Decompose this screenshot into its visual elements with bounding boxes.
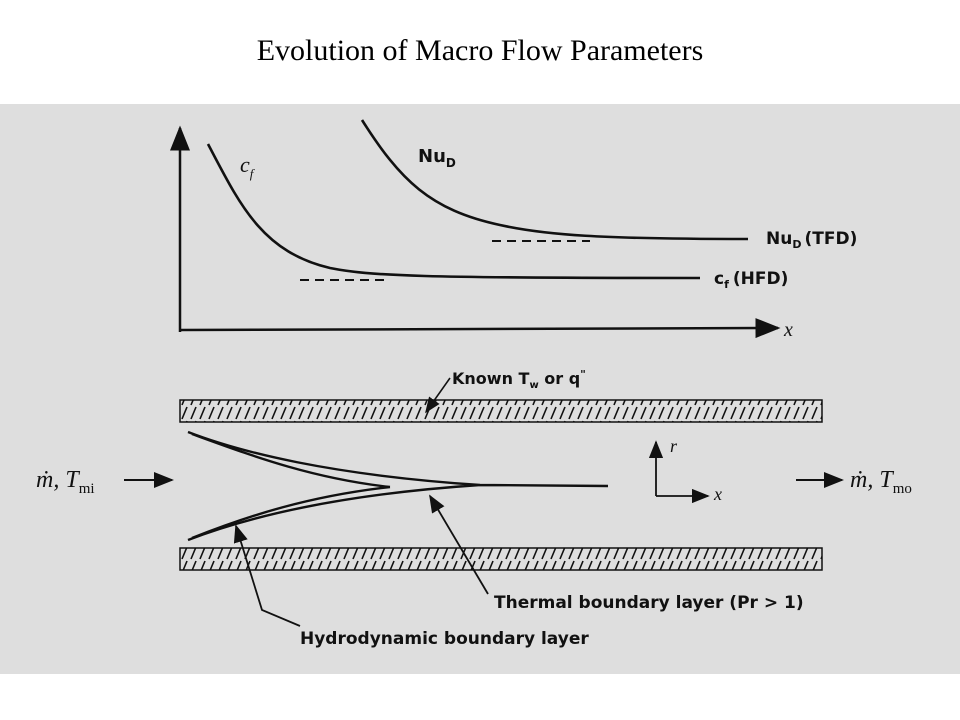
hydrodynamic-boundary-layer (191, 432, 391, 540)
nu-tfd-label: NuD (TFD) (766, 229, 857, 251)
top-wall (179, 399, 823, 423)
coordinate-axes: r x (648, 436, 722, 504)
evolution-plot: x cf NuD NuD (TFD) cf (HFD) (170, 119, 857, 341)
nu-curve (360, 119, 749, 241)
thermal-leader (429, 494, 489, 595)
cf-hfd-label: cf (HFD) (714, 269, 788, 291)
bottom-wall (179, 547, 823, 571)
wall-condition-label: Known Tw or q" (452, 368, 586, 391)
x-axis (179, 318, 781, 339)
outlet-label: ṁ, Tmo (850, 467, 912, 497)
hydro-layer-label: Hydrodynamic boundary layer (300, 629, 589, 649)
inlet-label: ṁ, Tmi (36, 467, 95, 497)
page-title: Evolution of Macro Flow Parameters (256, 34, 704, 67)
x-axis-label: x (783, 319, 793, 341)
cf-curve (206, 143, 701, 280)
thermal-boundary-layer (187, 430, 609, 542)
thermal-layer-label: Thermal boundary layer (Pr > 1) (494, 593, 804, 613)
channel-diagram: Known Tw or q" ṁ, Tmi ṁ, Tmo r x Thermal… (36, 368, 912, 649)
cf-curve-label: cf (240, 152, 256, 181)
hydro-leader (233, 524, 301, 627)
coord-r-label: r (670, 436, 678, 456)
nu-curve-label: NuD (418, 146, 456, 170)
coord-x-label: x (713, 484, 722, 504)
